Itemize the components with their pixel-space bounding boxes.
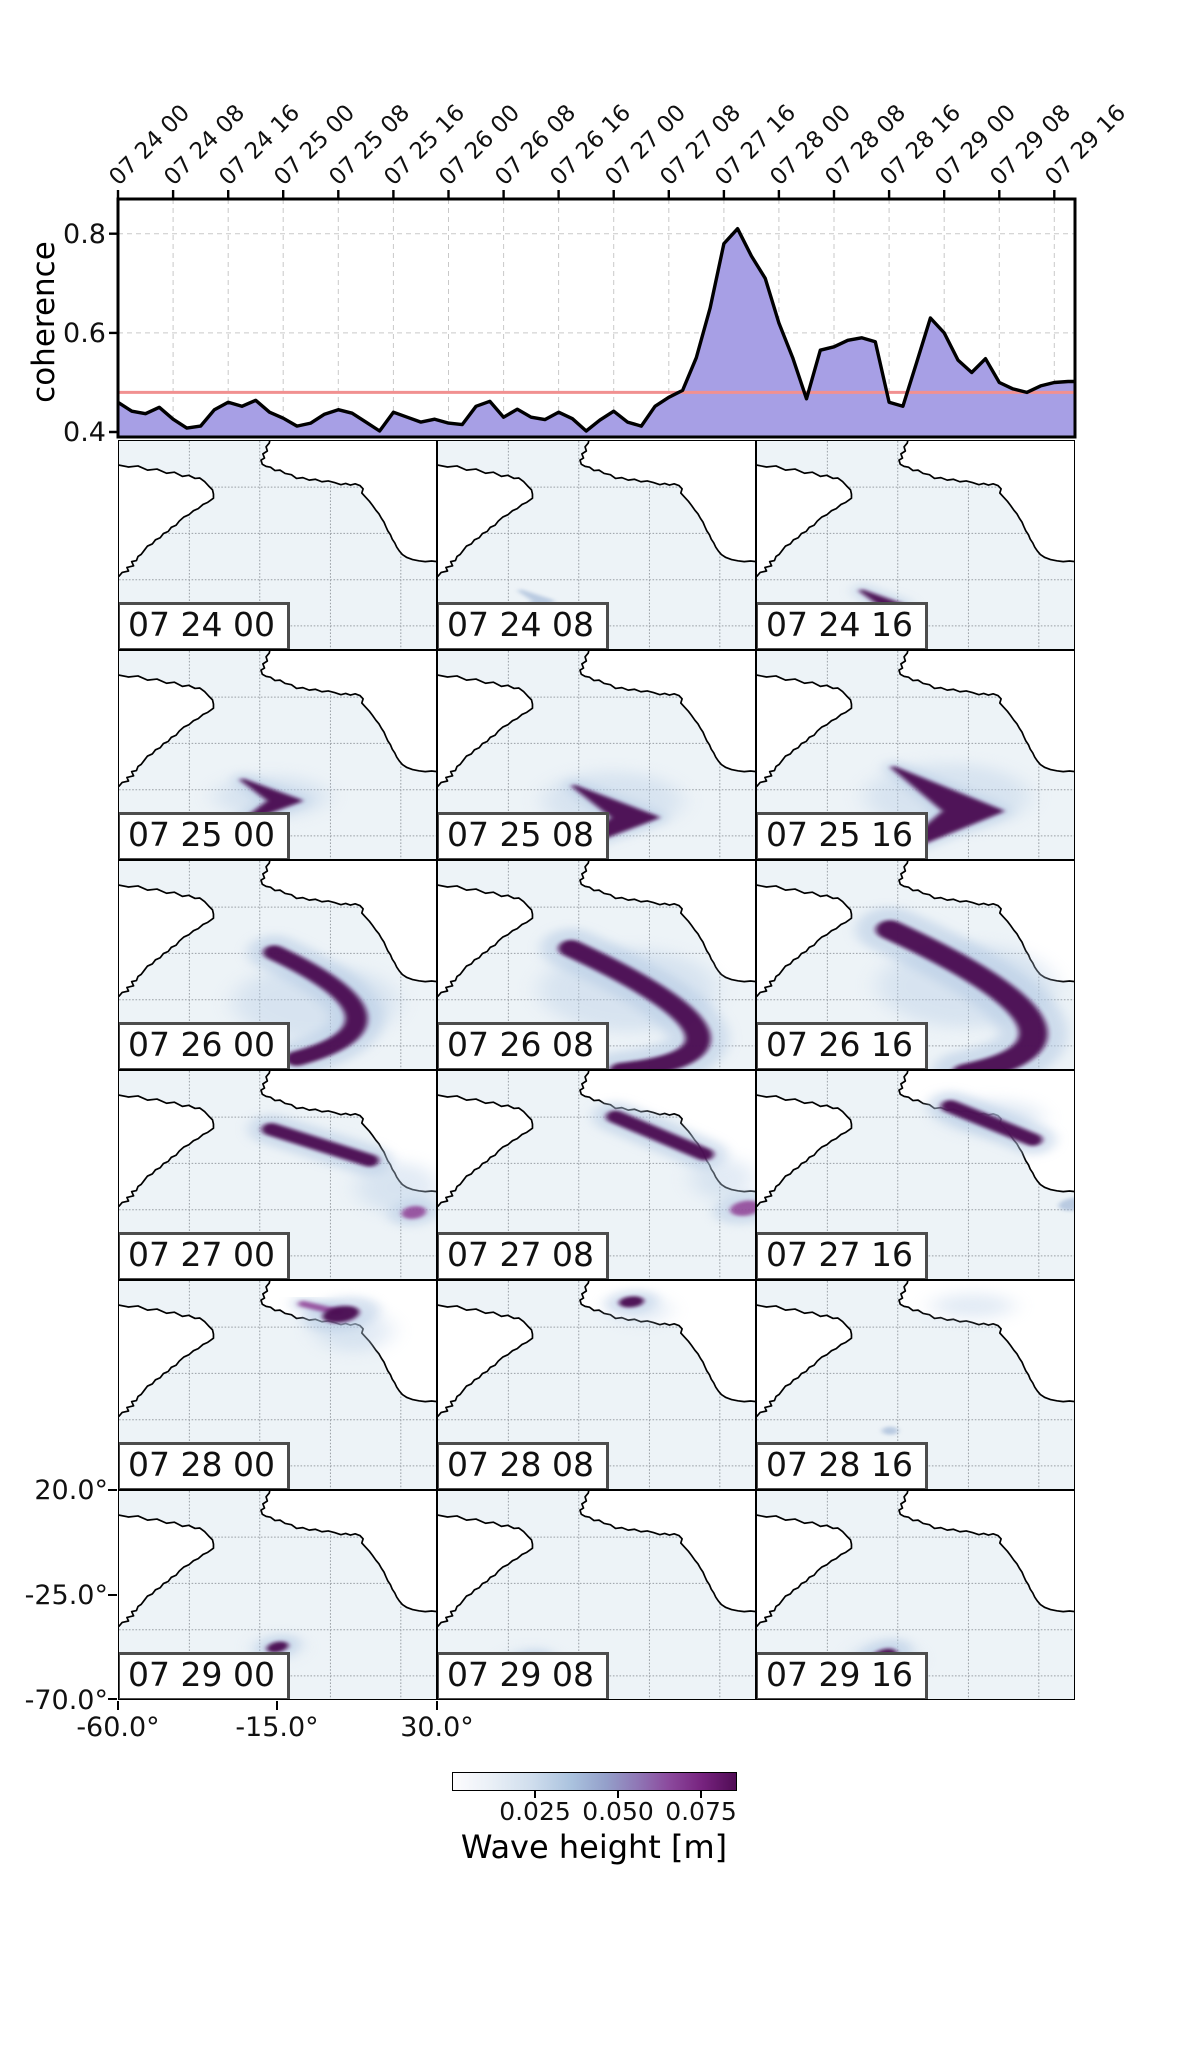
map-panel-timestamp-label: 07 26 00 <box>119 1022 290 1069</box>
colorbar-tick-0.075: 0.075 <box>665 1797 737 1826</box>
lat-tickmark <box>108 1698 117 1700</box>
colorbar-tick-0.050: 0.050 <box>582 1797 654 1826</box>
lon-tickmark <box>436 1701 438 1710</box>
map-panel-timestamp-label: 07 29 00 <box>119 1652 290 1699</box>
map-panel-timestamp-label: 07 29 08 <box>438 1652 609 1699</box>
wave-height-map <box>438 861 755 1069</box>
map-panel-timestamp-label: 07 29 16 <box>757 1652 928 1699</box>
map-panel: 07 29 08 <box>437 1490 756 1700</box>
map-panel: 07 25 00 <box>118 650 437 860</box>
wave-height-map <box>438 1281 755 1489</box>
lat-tick--25: -25.0° <box>24 1580 108 1611</box>
coherence-chart <box>109 190 1077 439</box>
lon-tick--15: -15.0° <box>235 1712 319 1743</box>
wave-height-map <box>757 1071 1074 1279</box>
lon-tickmark <box>117 1701 119 1710</box>
map-panel-timestamp-label: 07 25 16 <box>757 812 928 859</box>
colorbar-tickmark <box>617 1791 619 1798</box>
lat-tick-20: 20.0° <box>34 1475 108 1506</box>
y-tick-0.4: 0.4 <box>63 417 106 448</box>
lon-tick--60: -60.0° <box>76 1712 160 1743</box>
map-panel-timestamp-label: 07 26 16 <box>757 1022 928 1069</box>
colorbar <box>452 1772 737 1791</box>
map-panel: 07 29 00 <box>118 1490 437 1700</box>
map-panel: 07 29 16 <box>756 1490 1075 1700</box>
y-tick-0.6: 0.6 <box>63 318 106 349</box>
map-panel: 07 27 00 <box>118 1070 437 1280</box>
map-panel: 07 28 16 <box>756 1280 1075 1490</box>
map-panel-timestamp-label: 07 24 16 <box>757 602 928 649</box>
map-panel: 07 25 16 <box>756 650 1075 860</box>
map-panel: 07 28 08 <box>437 1280 756 1490</box>
map-panel: 07 27 16 <box>756 1070 1075 1280</box>
map-panel-timestamp-label: 07 26 08 <box>438 1022 609 1069</box>
map-panel-timestamp-label: 07 27 08 <box>438 1232 609 1279</box>
y-tick-0.8: 0.8 <box>63 219 106 250</box>
map-panel-timestamp-label: 07 25 00 <box>119 812 290 859</box>
colorbar-title: Wave height [m] <box>460 1828 728 1866</box>
map-panel: 07 25 08 <box>437 650 756 860</box>
lon-tick-30: 30.0° <box>400 1712 474 1743</box>
map-panel-timestamp-label: 07 28 00 <box>119 1442 290 1489</box>
lon-tickmark <box>276 1701 278 1710</box>
map-panel: 07 27 08 <box>437 1070 756 1280</box>
lat-tick--70: -70.0° <box>24 1685 108 1716</box>
map-panel: 07 28 00 <box>118 1280 437 1490</box>
wave-height-map <box>757 1281 1074 1489</box>
colorbar-tickmark <box>534 1791 536 1798</box>
map-panel-timestamp-label: 07 24 08 <box>438 602 609 649</box>
map-panel-timestamp-label: 07 24 00 <box>119 602 290 649</box>
colorbar-tick-0.025: 0.025 <box>499 1797 571 1826</box>
map-panel: 07 24 00 <box>118 440 437 650</box>
map-panel: 07 24 16 <box>756 440 1075 650</box>
wave-height-map <box>757 861 1074 1069</box>
wave-height-map <box>119 861 436 1069</box>
wave-height-map <box>438 1071 755 1279</box>
lat-tickmark <box>108 1489 117 1491</box>
map-panel-timestamp-label: 07 27 00 <box>119 1232 290 1279</box>
map-grid: 07 24 00 07 24 08 07 24 16 07 25 00 07 25 08… <box>118 440 1075 1700</box>
map-panel-timestamp-label: 07 25 08 <box>438 812 609 859</box>
map-panel: 07 26 08 <box>437 860 756 1070</box>
lat-tickmark <box>108 1594 117 1596</box>
map-panel: 07 26 16 <box>756 860 1075 1070</box>
wave-height-map <box>119 1281 436 1489</box>
wave-height-map <box>119 1071 436 1279</box>
map-panel-timestamp-label: 07 27 16 <box>757 1232 928 1279</box>
map-panel: 07 24 08 <box>437 440 756 650</box>
map-panel: 07 26 00 <box>118 860 437 1070</box>
colorbar-tickmark <box>700 1791 702 1798</box>
map-panel-timestamp-label: 07 28 16 <box>757 1442 928 1489</box>
map-panel-timestamp-label: 07 28 08 <box>438 1442 609 1489</box>
